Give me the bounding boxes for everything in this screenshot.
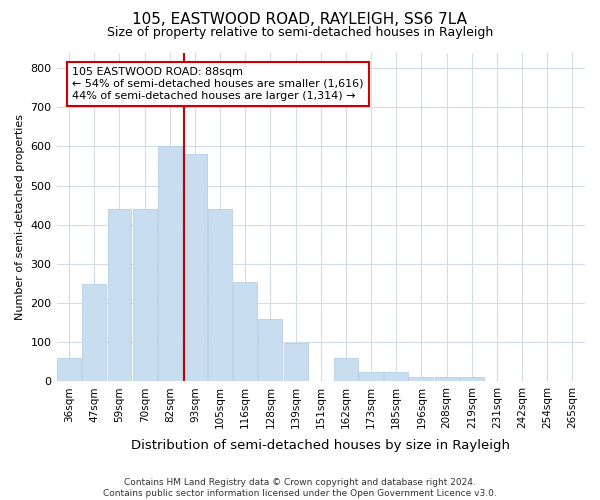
Text: Size of property relative to semi-detached houses in Rayleigh: Size of property relative to semi-detach… [107,26,493,39]
Bar [233,282,257,382]
Bar [259,319,283,382]
Bar [334,358,358,382]
Bar [133,209,157,382]
Bar [359,372,383,382]
Text: Contains HM Land Registry data © Crown copyright and database right 2024.
Contai: Contains HM Land Registry data © Crown c… [103,478,497,498]
Bar [107,209,131,382]
Bar [434,378,458,382]
Text: 105 EASTWOOD ROAD: 88sqm
← 54% of semi-detached houses are smaller (1,616)
44% o: 105 EASTWOOD ROAD: 88sqm ← 54% of semi-d… [73,68,364,100]
Bar [409,378,433,382]
Bar [284,343,308,382]
Bar [183,154,207,382]
Bar [460,378,484,382]
Bar [82,284,106,382]
Y-axis label: Number of semi-detached properties: Number of semi-detached properties [15,114,25,320]
Bar [158,146,182,382]
X-axis label: Distribution of semi-detached houses by size in Rayleigh: Distribution of semi-detached houses by … [131,440,510,452]
Text: 105, EASTWOOD ROAD, RAYLEIGH, SS6 7LA: 105, EASTWOOD ROAD, RAYLEIGH, SS6 7LA [133,12,467,28]
Bar [57,358,81,382]
Bar [385,372,408,382]
Bar [208,209,232,382]
